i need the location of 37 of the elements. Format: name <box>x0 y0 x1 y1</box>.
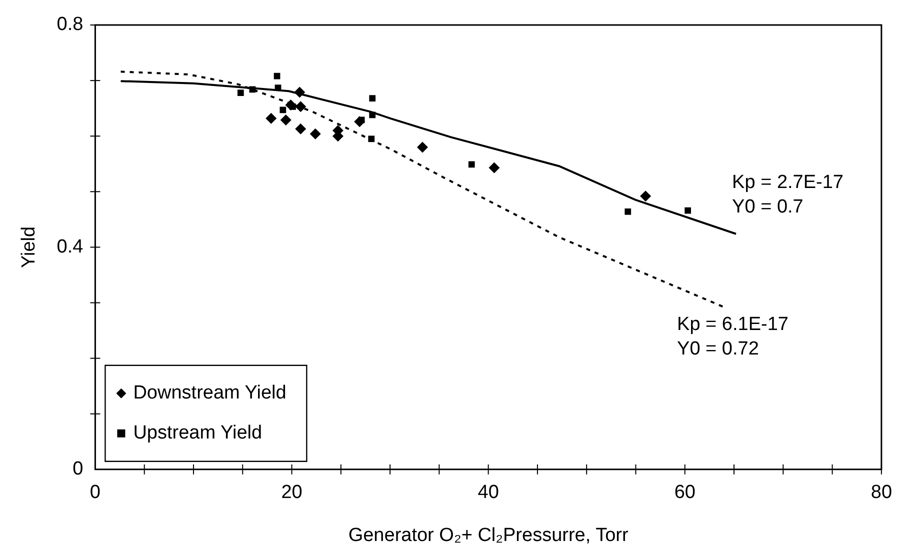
point <box>468 161 475 168</box>
point <box>369 112 376 118</box>
x-tick-label: 60 <box>674 482 696 504</box>
point <box>237 90 244 96</box>
y-tick-label: 0.8 <box>56 14 84 36</box>
point <box>266 112 277 124</box>
annotation: Kp = 6.1E-17 <box>677 314 788 336</box>
point <box>274 84 282 91</box>
y-tick-label: 0.4 <box>56 236 84 258</box>
legend-label: Upstream Yield <box>133 422 262 444</box>
point <box>368 136 375 142</box>
legend-label: Downstream Yield <box>133 382 286 404</box>
y-tick-label: 0 <box>72 458 84 480</box>
annotation: Y0 = 0.7 <box>732 196 804 218</box>
point <box>274 72 280 80</box>
point <box>295 123 306 134</box>
point <box>640 190 652 202</box>
point <box>294 86 306 98</box>
point <box>416 142 428 153</box>
point <box>280 106 286 114</box>
x-tick-label: 40 <box>478 482 499 504</box>
point <box>369 95 376 102</box>
point <box>310 128 321 140</box>
point <box>280 114 292 126</box>
x-tick-label: 20 <box>281 482 302 504</box>
point <box>624 208 632 215</box>
point <box>354 116 366 128</box>
x-tick-label: 80 <box>870 482 892 504</box>
point <box>488 162 500 174</box>
x-tick-label: 0 <box>90 482 100 504</box>
point <box>285 99 296 110</box>
y-axis-title: Yield <box>18 226 40 268</box>
annotation: Kp = 2.7E-17 <box>732 172 844 193</box>
point <box>295 101 306 112</box>
x-axis-title: Generator O₂+ Cl₂Pressurre, Torr <box>348 524 629 546</box>
point <box>684 207 692 214</box>
annotation: Y0 = 0.72 <box>677 338 759 360</box>
